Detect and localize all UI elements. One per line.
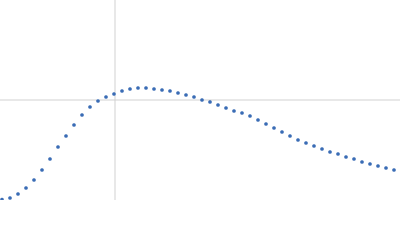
point [144,86,148,90]
point [176,91,180,95]
point [280,130,284,134]
point [0,197,4,200]
point [48,157,52,161]
point [296,138,300,142]
point [360,160,364,164]
point [96,99,100,103]
point [72,123,76,127]
page: (() => { const data = JSON.parse(documen… [0,0,400,200]
point [80,113,84,117]
point [168,89,172,93]
point [272,126,276,130]
point [264,122,268,126]
point [376,164,380,168]
point [352,157,356,161]
point [152,87,156,91]
point [256,118,260,122]
chart [0,0,400,200]
point [16,192,20,196]
point [392,168,396,172]
point [208,100,212,104]
point [368,162,372,166]
point [120,89,124,93]
point [304,141,308,145]
point [344,155,348,159]
point [216,103,220,107]
point [128,87,132,91]
point [112,92,116,96]
point [240,111,244,115]
point [232,109,236,113]
point [160,88,164,92]
point [8,196,12,200]
point [192,95,196,99]
point [64,134,68,138]
point [200,98,204,102]
point [248,114,252,118]
point [336,152,340,156]
point [104,95,108,99]
point [88,105,92,109]
point [40,168,44,172]
point [224,106,228,110]
point [328,150,332,154]
point [320,147,324,151]
point [384,166,388,170]
point [136,86,140,90]
point [56,145,60,149]
point [312,144,316,148]
point [288,134,292,138]
point [24,186,28,190]
point [184,93,188,97]
point [32,178,36,182]
